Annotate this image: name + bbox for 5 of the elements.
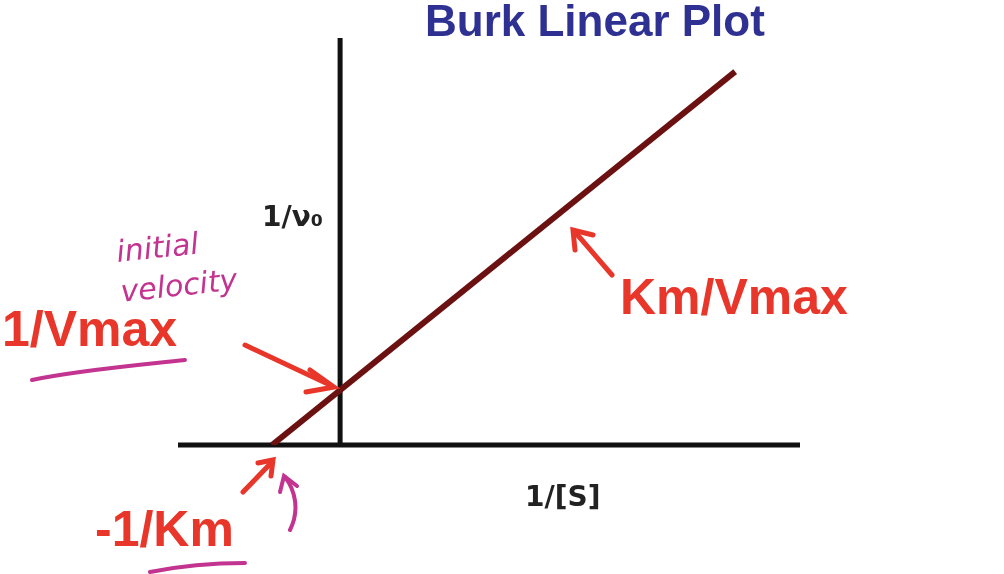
y-axis-title: 1/ν₀ [262, 200, 324, 233]
text: -1/Km [95, 500, 234, 558]
x-axis-title: 1/[S] [525, 480, 601, 513]
chart-title: Burk Linear Plot [425, 0, 765, 46]
annotation: Km/Vmax [620, 268, 848, 326]
